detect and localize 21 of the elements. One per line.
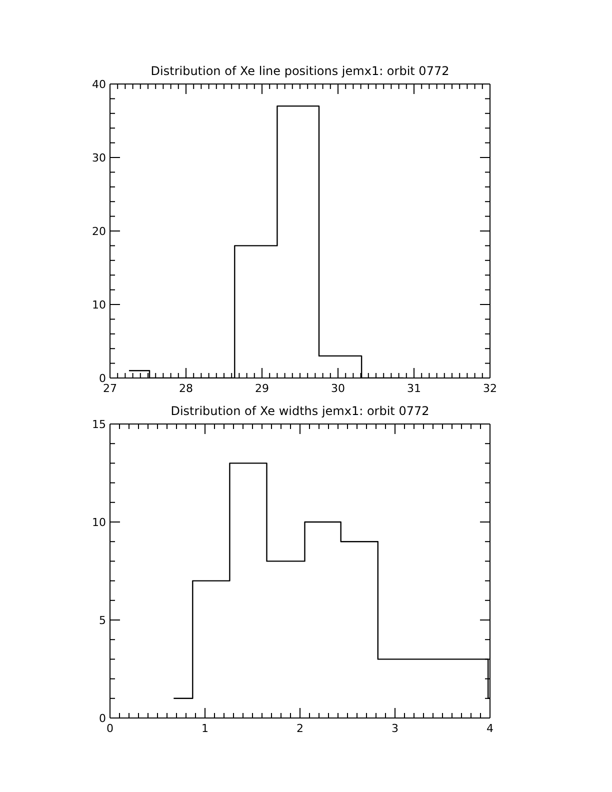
chart-title: Distribution of Xe line positions jemx1: orbit 0772	[150, 64, 450, 78]
y-tick-label: 10	[92, 516, 106, 529]
chart-title: Distribution of Xe widths jemx1: orbit 0772	[170, 404, 430, 418]
x-tick-label: 2	[296, 722, 304, 735]
x-tick-label: 1	[202, 722, 208, 735]
x-tick-label: 27	[103, 382, 117, 395]
x-tick-label: 32	[483, 382, 497, 395]
x-tick-label: 30	[331, 382, 345, 395]
x-tick-label: 4	[486, 722, 494, 735]
y-tick-label: 40	[92, 78, 106, 91]
x-tick-label: 31	[407, 382, 421, 395]
y-tick-label: 30	[92, 152, 106, 164]
y-tick-label: 15	[92, 418, 106, 431]
y-tick-label: 0	[99, 372, 106, 385]
y-tick-label: 20	[92, 225, 106, 238]
y-tick-label: 0	[99, 712, 106, 725]
y-tick-label: 5	[99, 614, 106, 627]
x-tick-label: 3	[392, 722, 398, 735]
x-tick-label: 28	[179, 382, 193, 395]
x-tick-label: 29	[255, 382, 269, 395]
y-tick-label: 10	[92, 298, 106, 312]
